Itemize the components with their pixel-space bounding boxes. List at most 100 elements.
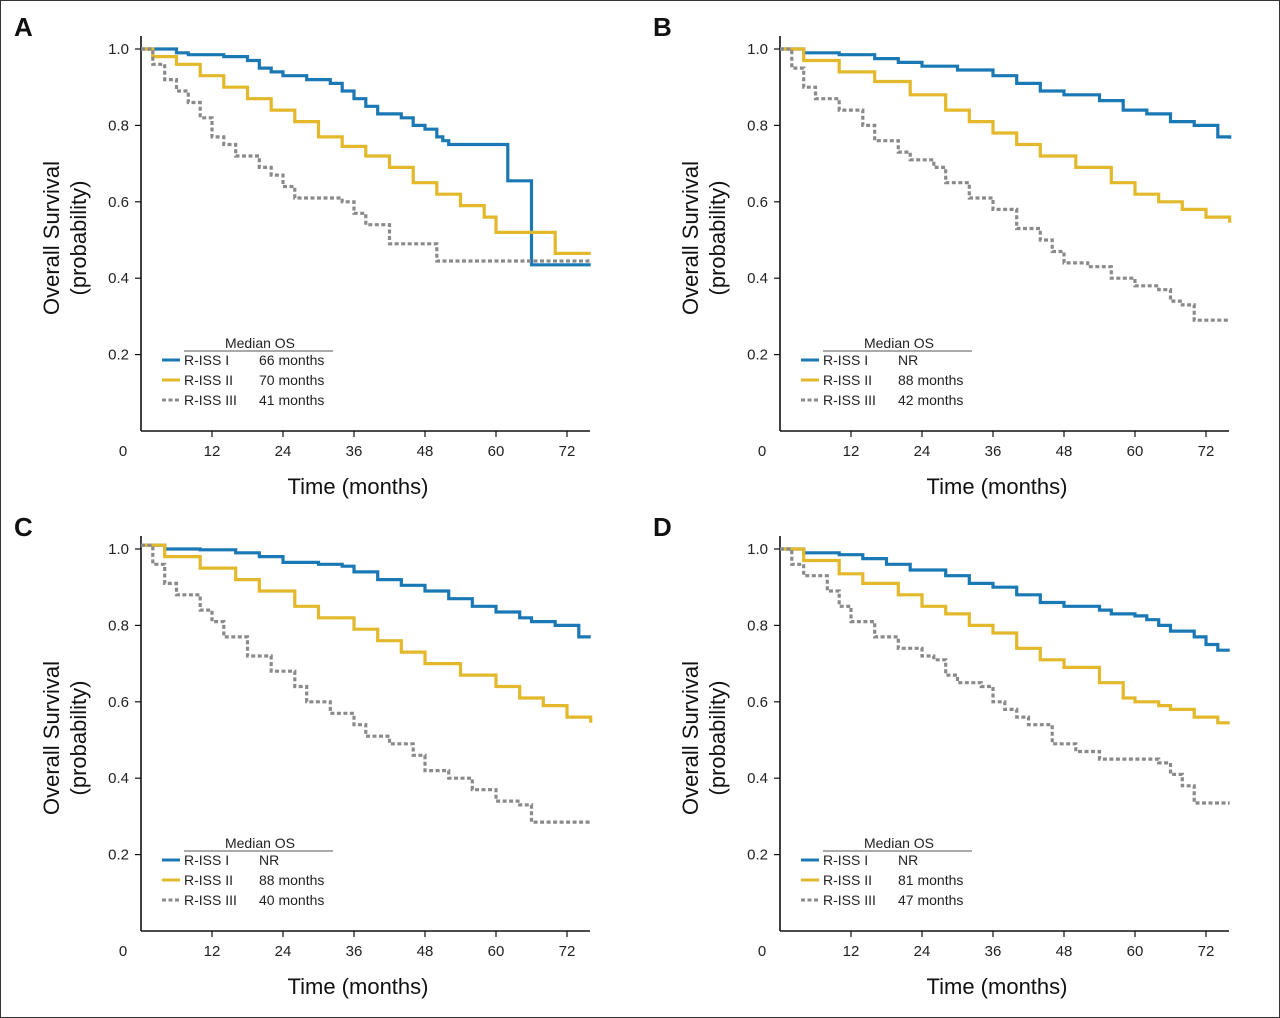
- survival-curve-r-iss-ii: [141, 543, 593, 723]
- legend-median-value: NR: [259, 852, 279, 868]
- y-axis-title: Overall Survival: [678, 161, 703, 315]
- x-tick-label: 12: [843, 943, 860, 960]
- x-tick-label: 0: [119, 443, 127, 460]
- survival-curve-r-iss-i: [780, 47, 1232, 139]
- y-tick-label: 0.2: [108, 847, 129, 864]
- y-axis-title: Overall Survival: [678, 661, 703, 815]
- x-tick-label: 0: [758, 443, 766, 460]
- legend-median-value: NR: [898, 852, 918, 868]
- legend-series-name: R-ISS II: [184, 872, 233, 888]
- y-tick-label: 0.2: [747, 347, 768, 364]
- x-tick-label: 0: [119, 943, 127, 960]
- legend-median-value: 88 months: [259, 872, 324, 888]
- y-tick-label: 1.0: [108, 541, 129, 558]
- x-tick-label: 48: [1056, 443, 1073, 460]
- y-tick-label: 0.4: [108, 770, 129, 787]
- panel-label: B: [653, 12, 672, 42]
- y-axis-subtitle: (probability): [66, 181, 91, 296]
- y-tick-label: 0.2: [108, 347, 129, 364]
- survival-curve-r-iss-iii: [141, 543, 591, 824]
- y-axis-title: Overall Survival: [39, 661, 64, 815]
- legend-median-value: 70 months: [259, 372, 324, 388]
- y-axis-subtitle: (probability): [705, 181, 730, 296]
- y-tick-label: 0.8: [747, 117, 768, 134]
- legend-series-name: R-ISS II: [184, 372, 233, 388]
- x-tick-label: 36: [346, 943, 363, 960]
- x-tick-label: 48: [1056, 943, 1073, 960]
- x-tick-label: 72: [559, 943, 576, 960]
- survival-curve-r-iss-i: [780, 547, 1230, 652]
- legend-median-value: 81 months: [898, 872, 963, 888]
- y-tick-label: 1.0: [108, 41, 129, 58]
- y-tick-label: 0.6: [108, 694, 129, 711]
- panel-label: C: [14, 512, 33, 542]
- y-tick-label: 0.8: [108, 617, 129, 634]
- x-tick-label: 24: [914, 943, 931, 960]
- legend-median-value: 47 months: [898, 892, 963, 908]
- x-tick-label: 48: [417, 443, 434, 460]
- panel-label: A: [14, 12, 33, 42]
- legend-title: Median OS: [225, 835, 295, 851]
- x-tick-label: 48: [417, 943, 434, 960]
- x-axis-title: Time (months): [927, 974, 1068, 999]
- x-tick-label: 24: [275, 943, 292, 960]
- legend-median-value: 88 months: [898, 372, 963, 388]
- x-tick-label: 60: [1127, 443, 1144, 460]
- y-tick-label: 0.8: [108, 117, 129, 134]
- legend-median-value: 40 months: [259, 892, 324, 908]
- panel-a: A 0.2 0.4 0.6 0.8 1.0 0 12 24 36 48 60 72 Time (month…: [14, 12, 591, 499]
- legend-series-name: R-ISS II: [823, 872, 872, 888]
- y-axis-subtitle: (probability): [705, 681, 730, 796]
- survival-curve-r-iss-ii: [780, 547, 1230, 725]
- x-axis-title: Time (months): [288, 474, 429, 499]
- y-tick-label: 0.6: [108, 194, 129, 211]
- y-axis-subtitle: (probability): [66, 681, 91, 796]
- x-tick-label: 24: [914, 443, 931, 460]
- y-tick-label: 0.6: [747, 694, 768, 711]
- x-tick-label: 36: [346, 443, 363, 460]
- x-tick-label: 60: [488, 943, 505, 960]
- y-tick-label: 0.8: [747, 617, 768, 634]
- survival-curve-r-iss-iii: [780, 47, 1230, 322]
- legend-title: Median OS: [864, 835, 934, 851]
- legend-title: Median OS: [225, 335, 295, 351]
- survival-curve-r-iss-i: [141, 543, 591, 639]
- x-tick-label: 72: [1198, 443, 1215, 460]
- x-tick-label: 12: [204, 443, 221, 460]
- legend-series-name: R-ISS II: [823, 372, 872, 388]
- legend-title: Median OS: [864, 335, 934, 351]
- y-tick-label: 1.0: [747, 41, 768, 58]
- survival-curve-r-iss-iii: [141, 47, 591, 263]
- x-tick-label: 72: [559, 443, 576, 460]
- y-tick-label: 0.4: [108, 270, 129, 287]
- y-tick-label: 0.4: [747, 770, 768, 787]
- y-tick-label: 1.0: [747, 541, 768, 558]
- y-tick-label: 0.6: [747, 194, 768, 211]
- x-tick-label: 0: [758, 943, 766, 960]
- legend-median-value: NR: [898, 352, 918, 368]
- legend-series-name: R-ISS I: [823, 852, 868, 868]
- x-tick-label: 12: [843, 443, 860, 460]
- x-tick-label: 60: [1127, 943, 1144, 960]
- panel-b: B 0.2 0.4 0.6 0.8 1.0 0 12 24 36 48 60 72 Time (month…: [653, 12, 1232, 499]
- survival-curve-r-iss-iii: [780, 547, 1230, 805]
- x-tick-label: 24: [275, 443, 292, 460]
- x-tick-label: 36: [985, 443, 1002, 460]
- y-axis-title: Overall Survival: [39, 161, 64, 315]
- panel-c: C 0.2 0.4 0.6 0.8 1.0 0 12 24 36 48 60 72 Time (month…: [14, 512, 593, 999]
- legend-series-name: R-ISS III: [823, 892, 876, 908]
- x-tick-label: 12: [204, 943, 221, 960]
- legend-series-name: R-ISS III: [184, 392, 237, 408]
- legend-series-name: R-ISS I: [184, 852, 229, 868]
- legend-series-name: R-ISS I: [184, 352, 229, 368]
- panel-d: D 0.2 0.4 0.6 0.8 1.0 0 12 24 36 48 60 72 Time (month…: [653, 512, 1230, 999]
- legend-median-value: 41 months: [259, 392, 324, 408]
- survival-curve-r-iss-i: [141, 47, 591, 267]
- x-tick-label: 72: [1198, 943, 1215, 960]
- x-axis-title: Time (months): [927, 474, 1068, 499]
- y-tick-label: 0.4: [747, 270, 768, 287]
- x-tick-label: 36: [985, 943, 1002, 960]
- survival-curve-r-iss-ii: [141, 47, 591, 255]
- legend-series-name: R-ISS III: [184, 892, 237, 908]
